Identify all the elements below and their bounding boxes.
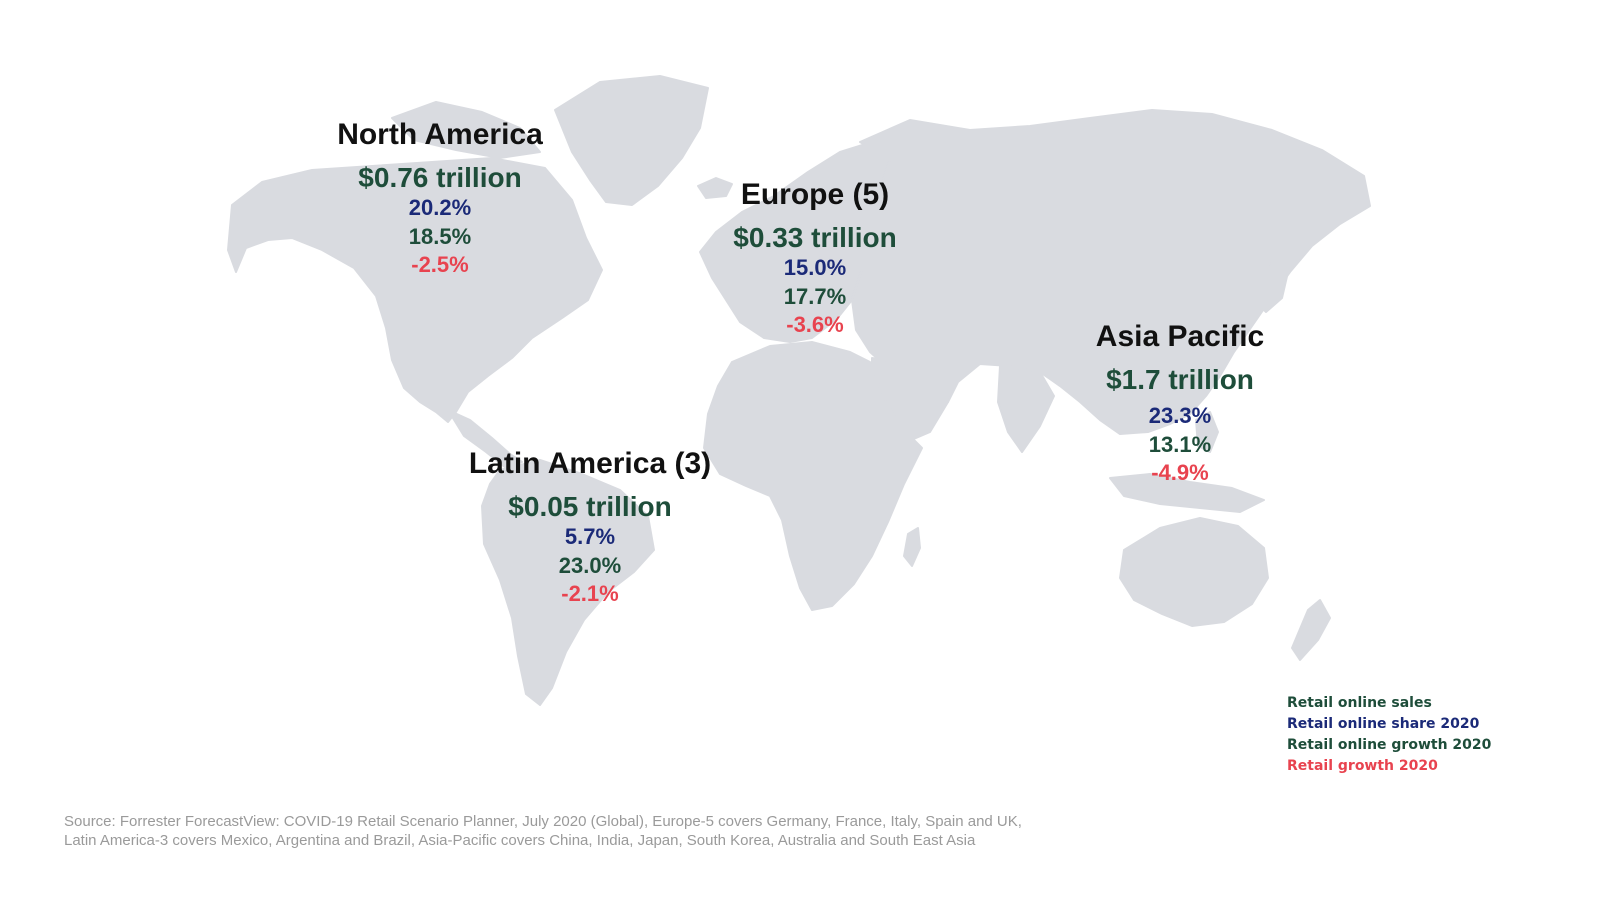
source-line-1: Source: Forrester ForecastView: COVID-19… <box>64 813 1022 830</box>
retail-online-growth-value: 23.0% <box>558 552 622 578</box>
legend-item-share: Retail online share 2020 <box>1287 716 1480 732</box>
philippines-landmass <box>1195 411 1219 453</box>
greenland-landmass <box>554 75 709 206</box>
retail-online-growth-value: 18.5% <box>408 223 472 249</box>
region-name: Latin America (3) <box>468 447 712 480</box>
retail-online-growth-value: 17.7% <box>783 283 847 309</box>
retail-online-share-value: 20.2% <box>408 195 472 221</box>
region-name: Europe (5) <box>740 178 890 211</box>
retail-growth-value: -3.6% <box>786 312 844 338</box>
source-footnote: Source: Forrester ForecastView: COVID-19… <box>64 812 1264 850</box>
south-america-landmass <box>481 459 655 706</box>
legend-item-online-growth: Retail online growth 2020 <box>1287 737 1492 753</box>
region-north-america: North America $0.76 trillion 20.2% 18.5%… <box>300 118 580 280</box>
region-name: Asia Pacific <box>1095 320 1265 353</box>
iceland-landmass <box>697 177 733 199</box>
retail-online-share-value: 23.3% <box>1148 403 1212 429</box>
india-landmass <box>997 365 1055 453</box>
uk-landmass <box>733 221 763 263</box>
central-america-landmass <box>447 409 523 469</box>
japan-landmass <box>1253 257 1289 313</box>
retail-online-share-value: 15.0% <box>783 255 847 281</box>
retail-online-growth-value: 13.1% <box>1148 431 1212 457</box>
southeast-asia-islands-landmass <box>1109 473 1265 513</box>
madagascar-landmass <box>903 527 921 567</box>
region-sales-value: $0.05 trillion <box>508 490 672 522</box>
africa-landmass <box>703 341 923 611</box>
arctic-islands-landmass <box>391 101 541 159</box>
legend-item-sales: Retail online sales <box>1287 695 1432 711</box>
retail-growth-value: -2.5% <box>411 252 469 278</box>
region-latin-america: Latin America (3) $0.05 trillion 5.7% 23… <box>440 447 740 609</box>
region-asia-pacific: Asia Pacific $1.7 trillion 23.3% 13.1% -… <box>1040 320 1320 488</box>
new-zealand-landmass <box>1291 599 1331 661</box>
source-line-2: Latin America-3 covers Mexico, Argentina… <box>64 832 976 849</box>
retail-online-share-value: 5.7% <box>564 524 616 550</box>
asia-landmass <box>851 109 1371 435</box>
region-europe: Europe (5) $0.33 trillion 15.0% 17.7% -3… <box>675 178 955 340</box>
australia-landmass <box>1119 517 1269 627</box>
retail-growth-value: -2.1% <box>561 581 619 607</box>
legend-item-retail-growth: Retail growth 2020 <box>1287 758 1438 774</box>
region-sales-value: $0.33 trillion <box>733 221 897 253</box>
retail-growth-value: -4.9% <box>1151 460 1209 486</box>
region-sales-value: $0.76 trillion <box>358 161 522 193</box>
region-sales-value: $1.7 trillion <box>1106 363 1254 395</box>
region-name: North America <box>337 118 543 151</box>
north-america-landmass <box>227 157 603 423</box>
legend: Retail online sales Retail online share … <box>1287 693 1491 777</box>
